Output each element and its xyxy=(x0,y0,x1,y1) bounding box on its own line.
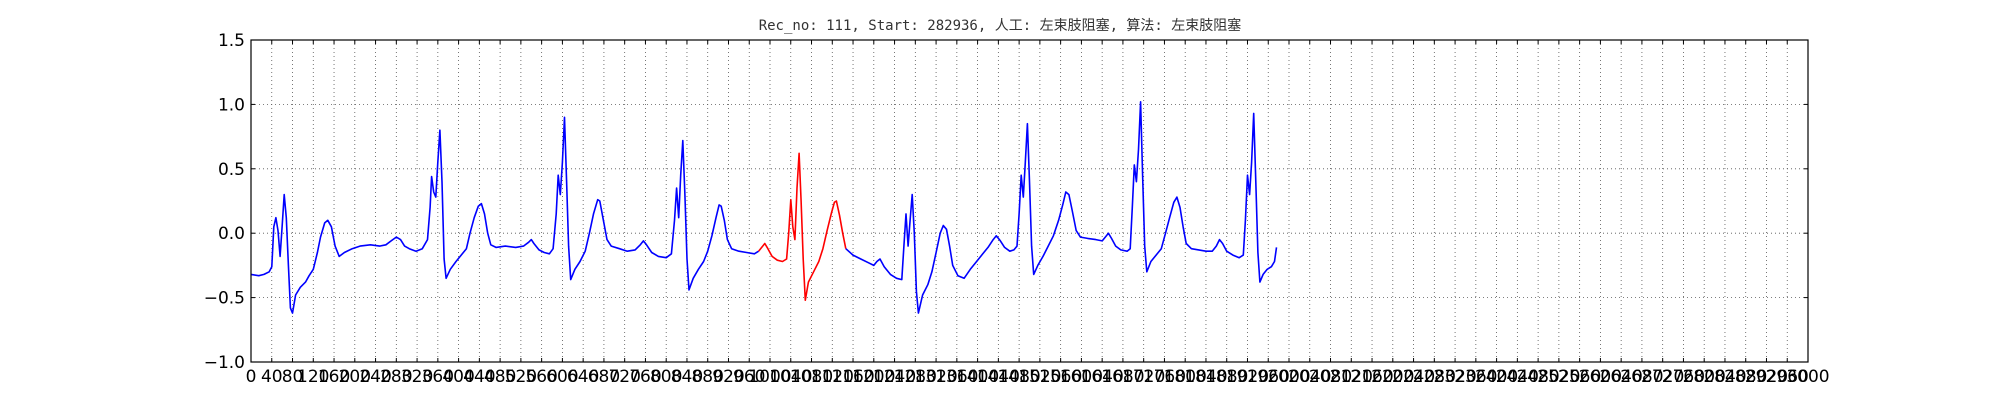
x-tick-label: 1840 xyxy=(1184,367,1227,387)
x-tick-label: 0 xyxy=(246,367,257,387)
x-tick-label: 2880 xyxy=(1724,367,1767,387)
x-tick-label: 1280 xyxy=(894,367,937,387)
x-tick-label: 2160 xyxy=(1350,367,1393,387)
x-tick-labels: 0 40 8012016020024028032036040044048052056… xyxy=(246,367,1830,387)
x-tick-label: 1400 xyxy=(956,367,999,387)
x-tick-label: 440 xyxy=(463,367,495,387)
ecg-series xyxy=(250,101,1278,314)
x-tick-label: 1080 xyxy=(790,367,833,387)
x-tick-label: 360 xyxy=(422,367,454,387)
grid-lines xyxy=(251,40,1808,362)
y-tick-label: 0.5 xyxy=(218,160,245,180)
x-tick-label: 880 xyxy=(691,367,723,387)
ecg-trace-highlight xyxy=(757,152,847,301)
x-tick-label: 40 xyxy=(261,367,283,387)
x-tick-label: 1960 xyxy=(1247,367,1290,387)
y-tick-label: 1.5 xyxy=(218,31,245,51)
x-tick-label: 1680 xyxy=(1101,367,1144,387)
x-tick-label: 2640 xyxy=(1600,367,1643,387)
x-tick-label: 2920 xyxy=(1745,367,1788,387)
x-tick-label: 840 xyxy=(671,367,703,387)
x-tick-label: 2800 xyxy=(1683,367,1726,387)
x-tick-label: 520 xyxy=(505,367,537,387)
x-tick-label: 1560 xyxy=(1039,367,1082,387)
x-tick-label: 600 xyxy=(546,367,578,387)
x-tick-label: 1880 xyxy=(1205,367,1248,387)
x-tick-label: 1040 xyxy=(769,367,812,387)
x-tick-label: 2360 xyxy=(1454,367,1497,387)
x-tick-label: 2760 xyxy=(1662,367,1705,387)
x-tick-label: 160 xyxy=(318,367,350,387)
x-tick-label: 720 xyxy=(608,367,640,387)
x-tick-label: 800 xyxy=(650,367,682,387)
x-tick-label: 2200 xyxy=(1371,367,1414,387)
x-tick-label: 1120 xyxy=(811,367,854,387)
x-tick-label: 1160 xyxy=(831,367,874,387)
chart-title: Rec_no: 111, Start: 282936, 人工: 左束肢阻塞, 算… xyxy=(759,17,1242,34)
x-tick-label: 1360 xyxy=(935,367,978,387)
x-tick-label: 480 xyxy=(484,367,516,387)
x-tick-label: 2040 xyxy=(1288,367,1331,387)
x-tick-label: 2840 xyxy=(1703,367,1746,387)
x-tick-label: 2400 xyxy=(1475,367,1518,387)
x-tick-label: 2960 xyxy=(1766,367,1809,387)
x-tick-label: 640 xyxy=(567,367,599,387)
x-tick-label: 200 xyxy=(339,367,371,387)
x-tick-label: 1760 xyxy=(1143,367,1186,387)
x-tick-label: 680 xyxy=(588,367,620,387)
x-tick-label: 2480 xyxy=(1516,367,1559,387)
x-tick-label: 1200 xyxy=(852,367,895,387)
y-tick-label: 1.0 xyxy=(218,95,245,115)
x-tick-label: 2080 xyxy=(1309,367,1352,387)
x-tick-label: 1440 xyxy=(977,367,1020,387)
x-tick-label: 2720 xyxy=(1641,367,1684,387)
plot-frame xyxy=(250,39,1809,363)
y-tick-label: 0.0 xyxy=(218,224,245,244)
ecg-trace-post xyxy=(845,101,1278,314)
x-tick-label: 920 xyxy=(712,367,744,387)
x-tick-label: 2560 xyxy=(1558,367,1601,387)
x-tick-label: 240 xyxy=(359,367,391,387)
x-tick-label: 2440 xyxy=(1496,367,1539,387)
x-tick-label: 1320 xyxy=(914,367,957,387)
x-tick-label: 2240 xyxy=(1392,367,1435,387)
x-tick-label: 3000 xyxy=(1786,367,1829,387)
x-tick-label: 2280 xyxy=(1413,367,1456,387)
x-tick-label: 1520 xyxy=(1018,367,1061,387)
x-tick-label: 960 xyxy=(733,367,765,387)
x-tick-label: 320 xyxy=(401,367,433,387)
y-tick-labels: 1.5 1.0 0.5 0.0 −0.5 −1.0 xyxy=(204,31,245,373)
x-tick-label: 280 xyxy=(380,367,412,387)
x-tick-label: 1800 xyxy=(1164,367,1207,387)
x-tick-label: 80 xyxy=(282,367,304,387)
axis-ticks xyxy=(250,39,1809,363)
x-tick-label: 2520 xyxy=(1537,367,1580,387)
x-tick-label: 400 xyxy=(442,367,474,387)
x-tick-label: 2120 xyxy=(1330,367,1373,387)
x-tick-label: 1000 xyxy=(748,367,791,387)
x-tick-label: 560 xyxy=(525,367,557,387)
x-tick-label: 2320 xyxy=(1433,367,1476,387)
x-tick-label: 1640 xyxy=(1081,367,1124,387)
x-tick-label: 2000 xyxy=(1267,367,1310,387)
y-tick-label: −1.0 xyxy=(204,353,245,373)
x-tick-label: 2600 xyxy=(1579,367,1622,387)
x-tick-label: 1480 xyxy=(997,367,1040,387)
x-tick-label: 1240 xyxy=(873,367,916,387)
ecg-trace-pre xyxy=(250,116,760,314)
x-tick-label: 1920 xyxy=(1226,367,1269,387)
x-tick-label: 120 xyxy=(297,367,329,387)
x-tick-label: 2680 xyxy=(1620,367,1663,387)
x-tick-label: 760 xyxy=(629,367,661,387)
y-tick-label: −0.5 xyxy=(204,289,245,309)
x-tick-label: 1600 xyxy=(1060,367,1103,387)
x-tick-label: 1720 xyxy=(1122,367,1165,387)
